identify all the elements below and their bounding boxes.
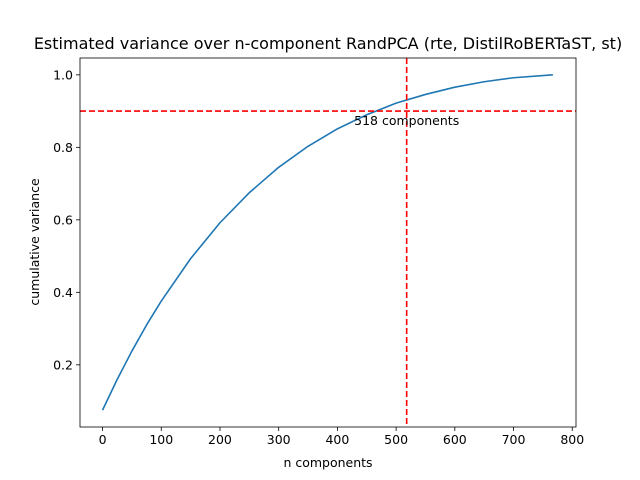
x-tick-label: 500 bbox=[384, 432, 408, 447]
annotation-label: 518 components bbox=[354, 113, 459, 128]
y-tick-label: 0.4 bbox=[53, 285, 73, 300]
y-tick-label: 0.2 bbox=[53, 357, 73, 372]
chart-title: Estimated variance over n-component Rand… bbox=[34, 34, 622, 53]
plot-area: 0 100 200 300 400 500 600 700 800 0.2 0.4 0.6 0.8 1.0… bbox=[53, 57, 584, 447]
x-tick-label: 600 bbox=[443, 432, 467, 447]
x-axis-label: n components bbox=[283, 455, 372, 470]
y-axis-label: cumulative variance bbox=[27, 178, 42, 306]
y-tick-label: 0.8 bbox=[53, 140, 73, 155]
x-tick-label: 100 bbox=[149, 432, 173, 447]
x-tick-label: 200 bbox=[208, 432, 232, 447]
plot-frame bbox=[79, 57, 577, 428]
x-tick-label: 700 bbox=[502, 432, 526, 447]
x-tick-label: 300 bbox=[267, 432, 291, 447]
x-tick-label: 400 bbox=[325, 432, 349, 447]
series-line bbox=[101, 74, 553, 411]
x-tick-label: 800 bbox=[560, 432, 584, 447]
y-tick-label: 1.0 bbox=[53, 67, 73, 82]
x-tick-label: 0 bbox=[99, 432, 107, 447]
y-tick-label: 0.6 bbox=[53, 212, 73, 227]
